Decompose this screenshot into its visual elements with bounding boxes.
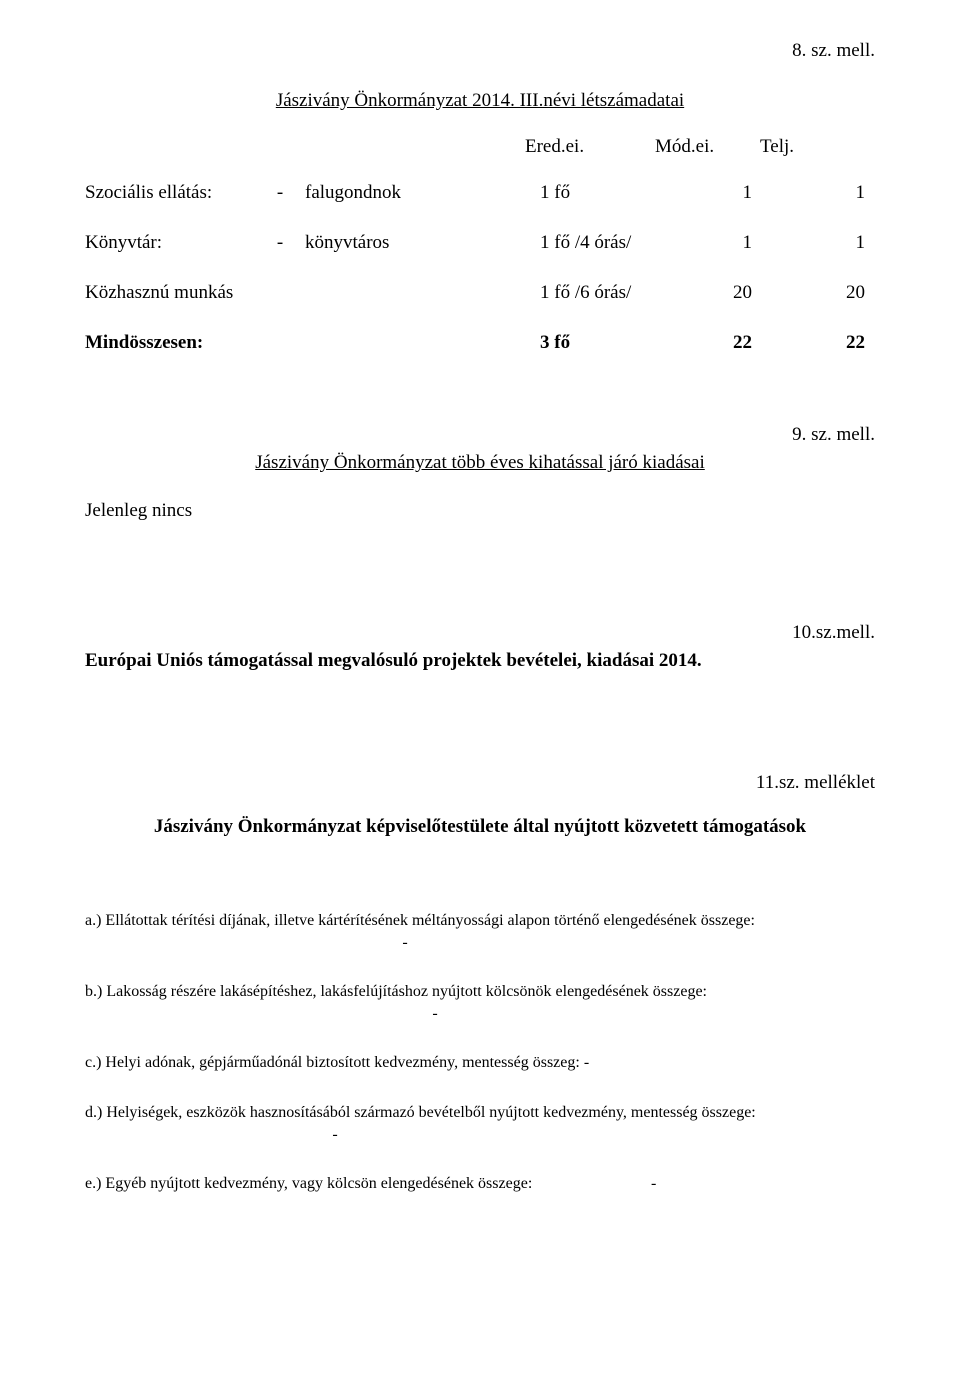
total-value-2: 22 xyxy=(652,332,752,354)
row-value-2: 1 xyxy=(652,182,752,204)
column-telj: Telj. xyxy=(760,136,820,158)
row-value-2: 1 xyxy=(652,232,752,254)
footnote-e: e.) Egyéb nyújtott kedvezmény, vagy kölc… xyxy=(85,1173,875,1195)
table-column-headers: Ered.ei. Mód.ei. Telj. xyxy=(85,136,875,158)
footnote-a-text: a.) Ellátottak térítési díjának, illetve… xyxy=(85,912,755,929)
footnote-c-text: c.) Helyi adónak, gépjárműadónál biztosí… xyxy=(85,1054,589,1071)
header-spacer xyxy=(85,136,525,158)
row-value-3: 1 xyxy=(752,182,875,204)
row-label-1: Könyvtár: xyxy=(85,232,255,254)
row-label-1: Szociális ellátás: xyxy=(85,182,255,204)
total-value-1: 3 fő xyxy=(540,332,652,354)
total-value-3: 22 xyxy=(752,332,875,354)
annex-11-label: 11.sz. melléklet xyxy=(85,772,875,794)
document-page: 8. sz. mell. Jászivány Önkormányzat 2014… xyxy=(0,0,960,1392)
row-value-3: 20 xyxy=(752,282,875,304)
title-multiyear-expenses: Jászivány Önkormányzat több éves kihatás… xyxy=(85,452,875,474)
row-label-1: Közhasznú munkás xyxy=(85,282,255,304)
row-value-2: 20 xyxy=(652,282,752,304)
row-value-3: 1 xyxy=(752,232,875,254)
row-dash: - xyxy=(255,182,305,204)
column-eredei: Ered.ei. xyxy=(525,136,655,158)
row-dash: - xyxy=(255,232,305,254)
footnote-a: a.) Ellátottak térítési díjának, illetve… xyxy=(85,910,875,953)
table-row: Könyvtár: - könyvtáros 1 fő /4 órás/ 1 1 xyxy=(85,232,875,254)
footnote-d: d.) Helyiségek, eszközök hasznosításából… xyxy=(85,1102,875,1145)
table-row-total: Mindösszesen: 3 fő 22 22 xyxy=(85,332,875,354)
annex-8-label: 8. sz. mell. xyxy=(85,40,875,62)
footnote-c: c.) Helyi adónak, gépjárműadónál biztosí… xyxy=(85,1052,875,1074)
table-row: Közhasznú munkás 1 fő /6 órás/ 20 20 xyxy=(85,282,875,304)
row-label-2: könyvtáros xyxy=(305,232,540,254)
column-modei: Mód.ei. xyxy=(655,136,760,158)
footnote-b: b.) Lakosság részére lakásépítéshez, lak… xyxy=(85,981,875,1024)
footnote-d-dash: - xyxy=(85,1124,585,1146)
annex-9-label: 9. sz. mell. xyxy=(85,424,875,446)
row-value-1: 1 fő xyxy=(540,182,652,204)
row-value-1: 1 fő /4 órás/ xyxy=(540,232,652,254)
title-staff-data: Jászivány Önkormányzat 2014. III.névi lé… xyxy=(85,90,875,112)
total-label: Mindösszesen: xyxy=(85,332,255,354)
annex-10-label: 10.sz.mell. xyxy=(85,622,875,644)
footnote-a-dash: - xyxy=(85,932,725,954)
row-value-1: 1 fő /6 órás/ xyxy=(540,282,652,304)
title-eu-projects: Európai Uniós támogatással megvalósuló p… xyxy=(85,650,875,672)
footnote-d-text: d.) Helyiségek, eszközök hasznosításából… xyxy=(85,1104,756,1121)
table-row: Szociális ellátás: - falugondnok 1 fő 1 … xyxy=(85,182,875,204)
footnote-e-text: e.) Egyéb nyújtott kedvezmény, vagy kölc… xyxy=(85,1175,532,1192)
title-indirect-support: Jászivány Önkormányzat képviselőtestület… xyxy=(85,816,875,838)
row-label-2: falugondnok xyxy=(305,182,540,204)
footnote-b-dash: - xyxy=(85,1003,785,1025)
footnote-e-dash: - xyxy=(536,1173,656,1195)
footnote-b-text: b.) Lakosság részére lakásépítéshez, lak… xyxy=(85,983,707,1000)
no-current-text: Jelenleg nincs xyxy=(85,500,875,522)
